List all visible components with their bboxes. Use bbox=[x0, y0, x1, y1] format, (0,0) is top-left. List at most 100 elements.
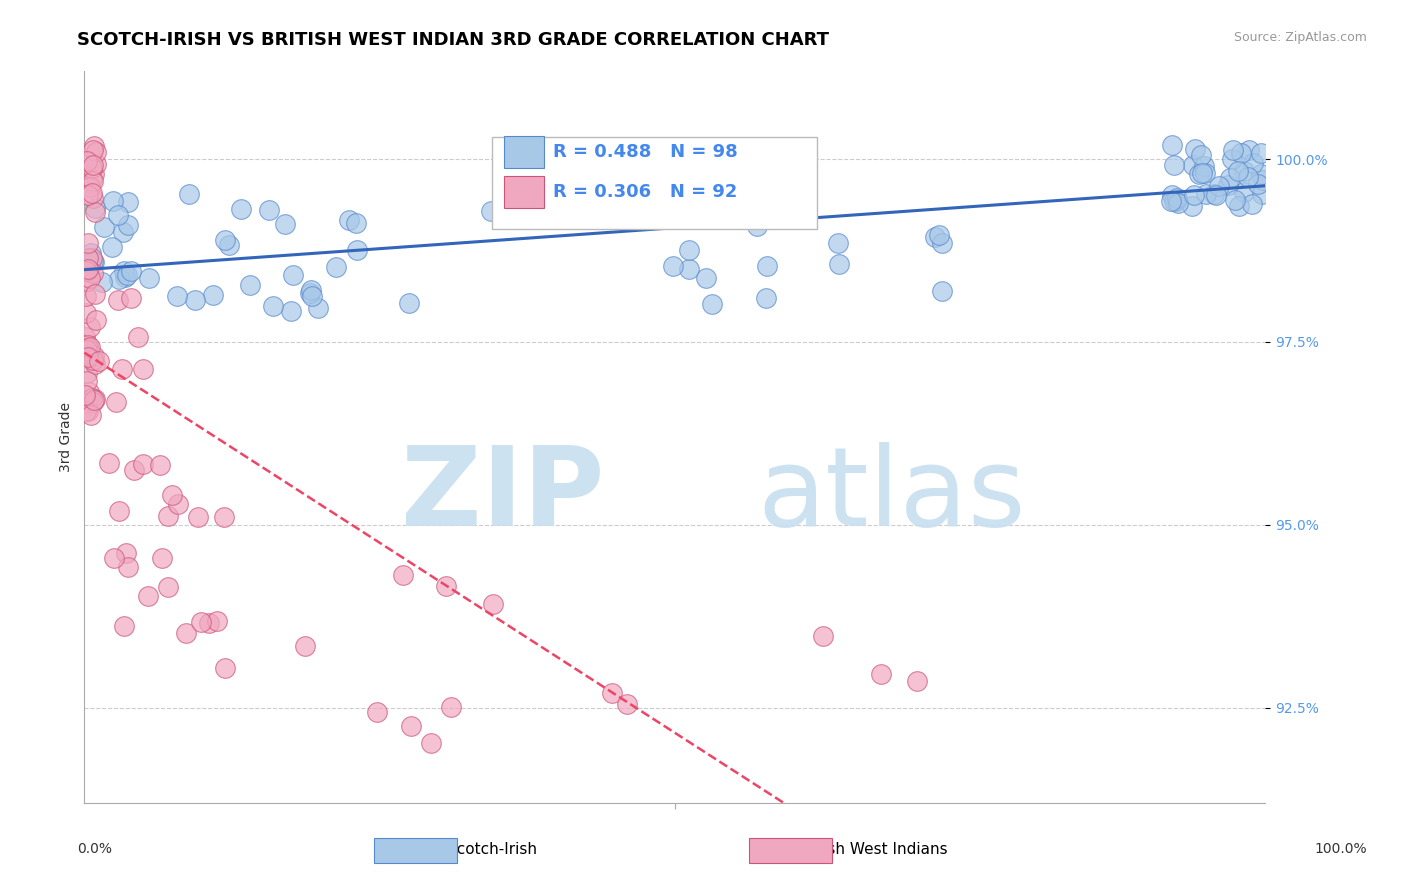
Point bbox=[82, 158, 104, 172]
Y-axis label: 3rd Grade: 3rd Grade bbox=[59, 402, 73, 472]
Point bbox=[1160, 187, 1182, 202]
Point bbox=[1166, 191, 1188, 205]
Point bbox=[120, 264, 142, 278]
Point bbox=[82, 143, 104, 157]
Point bbox=[1222, 143, 1244, 157]
Point bbox=[98, 456, 121, 470]
Point bbox=[1227, 199, 1250, 213]
Point bbox=[82, 173, 104, 187]
Point bbox=[212, 509, 235, 524]
Point bbox=[77, 404, 100, 418]
Point bbox=[391, 568, 413, 582]
Point bbox=[811, 629, 834, 643]
Point bbox=[1184, 142, 1206, 156]
Point bbox=[117, 560, 139, 574]
Point bbox=[76, 257, 98, 271]
Point bbox=[82, 254, 104, 268]
Point bbox=[120, 291, 142, 305]
Point bbox=[262, 299, 284, 313]
Point bbox=[214, 234, 236, 248]
Point bbox=[299, 285, 322, 300]
Point bbox=[77, 351, 100, 365]
Point bbox=[174, 626, 197, 640]
Point bbox=[239, 277, 262, 292]
Point bbox=[257, 202, 280, 217]
Text: Scotch-Irish: Scotch-Irish bbox=[447, 842, 537, 856]
Point bbox=[1166, 194, 1188, 209]
Text: SCOTCH-IRISH VS BRITISH WEST INDIAN 3RD GRADE CORRELATION CHART: SCOTCH-IRISH VS BRITISH WEST INDIAN 3RD … bbox=[77, 31, 830, 49]
Point bbox=[1233, 185, 1256, 199]
Point bbox=[205, 615, 228, 629]
Point bbox=[1251, 173, 1274, 187]
Point bbox=[75, 396, 97, 410]
Point bbox=[90, 275, 112, 289]
Point bbox=[1250, 167, 1272, 181]
Point bbox=[1182, 157, 1205, 171]
Point bbox=[84, 157, 107, 171]
Point bbox=[1205, 188, 1227, 202]
Point bbox=[117, 218, 139, 232]
Point bbox=[1160, 194, 1182, 209]
Point bbox=[828, 257, 851, 271]
Point bbox=[274, 218, 297, 232]
Point bbox=[162, 488, 184, 502]
Point bbox=[84, 145, 107, 159]
Point bbox=[76, 343, 98, 358]
Point bbox=[77, 385, 100, 400]
Point bbox=[75, 306, 97, 320]
Point bbox=[344, 216, 367, 230]
Point bbox=[82, 352, 104, 367]
Point bbox=[197, 615, 219, 630]
Point bbox=[928, 228, 950, 243]
Text: R = 0.306   N = 92: R = 0.306 N = 92 bbox=[553, 183, 738, 201]
Point bbox=[1208, 179, 1230, 194]
Point bbox=[101, 194, 124, 208]
Point bbox=[166, 289, 188, 303]
Point bbox=[307, 301, 329, 315]
Point bbox=[440, 699, 463, 714]
Point bbox=[117, 194, 139, 209]
Point bbox=[231, 202, 253, 216]
Point bbox=[75, 263, 97, 277]
Point bbox=[124, 462, 146, 476]
Point bbox=[1160, 138, 1182, 153]
Point bbox=[108, 503, 131, 517]
Point bbox=[87, 353, 110, 368]
Point bbox=[702, 297, 724, 311]
Point bbox=[83, 201, 105, 215]
Point bbox=[745, 219, 768, 234]
Point bbox=[678, 262, 700, 277]
Point bbox=[600, 686, 623, 700]
Point bbox=[870, 667, 893, 681]
Point bbox=[76, 153, 98, 168]
Point bbox=[79, 271, 101, 285]
Point bbox=[931, 236, 953, 251]
Point bbox=[84, 358, 107, 372]
Point bbox=[156, 509, 179, 524]
Point bbox=[190, 615, 212, 629]
Point bbox=[1218, 178, 1240, 193]
Point bbox=[132, 457, 155, 471]
Point bbox=[105, 394, 128, 409]
Point bbox=[398, 295, 420, 310]
Point bbox=[755, 259, 778, 273]
Point bbox=[1220, 153, 1243, 167]
Point bbox=[1180, 198, 1202, 212]
Point bbox=[75, 330, 97, 344]
Point bbox=[76, 338, 98, 352]
Point bbox=[111, 362, 134, 376]
Point bbox=[111, 226, 134, 240]
Point bbox=[931, 285, 953, 299]
FancyBboxPatch shape bbox=[492, 137, 817, 228]
FancyBboxPatch shape bbox=[503, 136, 544, 168]
Point bbox=[167, 497, 190, 511]
Point bbox=[755, 291, 778, 305]
Point bbox=[77, 341, 100, 355]
Point bbox=[82, 267, 104, 281]
Point bbox=[346, 243, 368, 257]
Point bbox=[1188, 167, 1211, 181]
Point bbox=[76, 348, 98, 362]
Point bbox=[83, 349, 105, 363]
Point bbox=[1189, 148, 1212, 162]
Text: ZIP: ZIP bbox=[401, 442, 605, 549]
